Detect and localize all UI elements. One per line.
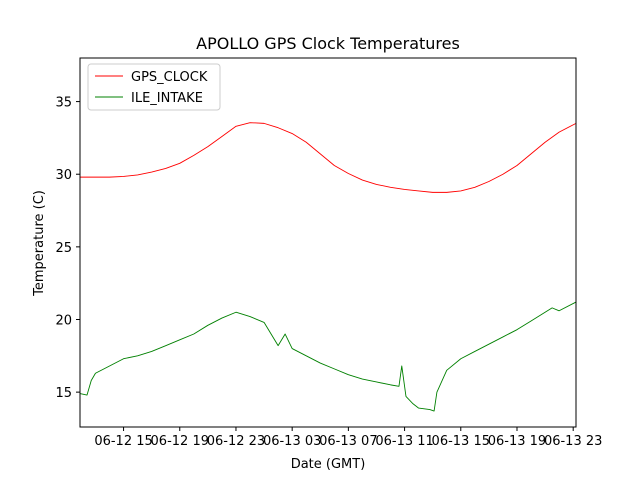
x-tick-label: 06-13 19 bbox=[488, 434, 546, 449]
legend-label-ile-intake: ILE_INTAKE bbox=[131, 91, 203, 106]
x-tick-label: 06-12 19 bbox=[151, 434, 209, 449]
x-tick-label: 06-13 15 bbox=[432, 434, 490, 449]
y-tick-label: 35 bbox=[55, 96, 72, 111]
plot-area bbox=[80, 58, 576, 427]
y-tick-label: 15 bbox=[55, 386, 72, 401]
plot-frame bbox=[79, 57, 577, 428]
series-line-gps-clock bbox=[80, 122, 577, 193]
series-layer bbox=[79, 122, 577, 412]
legend: GPS_CLOCK ILE_INTAKE bbox=[87, 63, 221, 111]
chart-title: APOLLO GPS Clock Temperatures bbox=[196, 34, 460, 53]
x-axis-label: Date (GMT) bbox=[291, 457, 366, 472]
x-tick-label: 06-13 03 bbox=[263, 434, 321, 449]
y-tick-label: 20 bbox=[55, 313, 72, 328]
legend-label-gps-clock: GPS_CLOCK bbox=[131, 70, 208, 85]
series-line-ile-intake bbox=[79, 301, 577, 412]
x-tick-label: 06-13 07 bbox=[319, 434, 377, 449]
x-tick-label: 06-13 11 bbox=[375, 434, 433, 449]
x-tick-label: 06-13 23 bbox=[544, 434, 602, 449]
y-axis-label: Temperature (C) bbox=[32, 190, 47, 297]
y-tick-label: 30 bbox=[55, 168, 72, 183]
x-tick-label: 06-12 15 bbox=[94, 434, 152, 449]
y-axis: 15 20 25 30 35 bbox=[55, 96, 80, 401]
y-tick-label: 25 bbox=[55, 241, 72, 256]
x-tick-label: 06-12 23 bbox=[207, 434, 265, 449]
